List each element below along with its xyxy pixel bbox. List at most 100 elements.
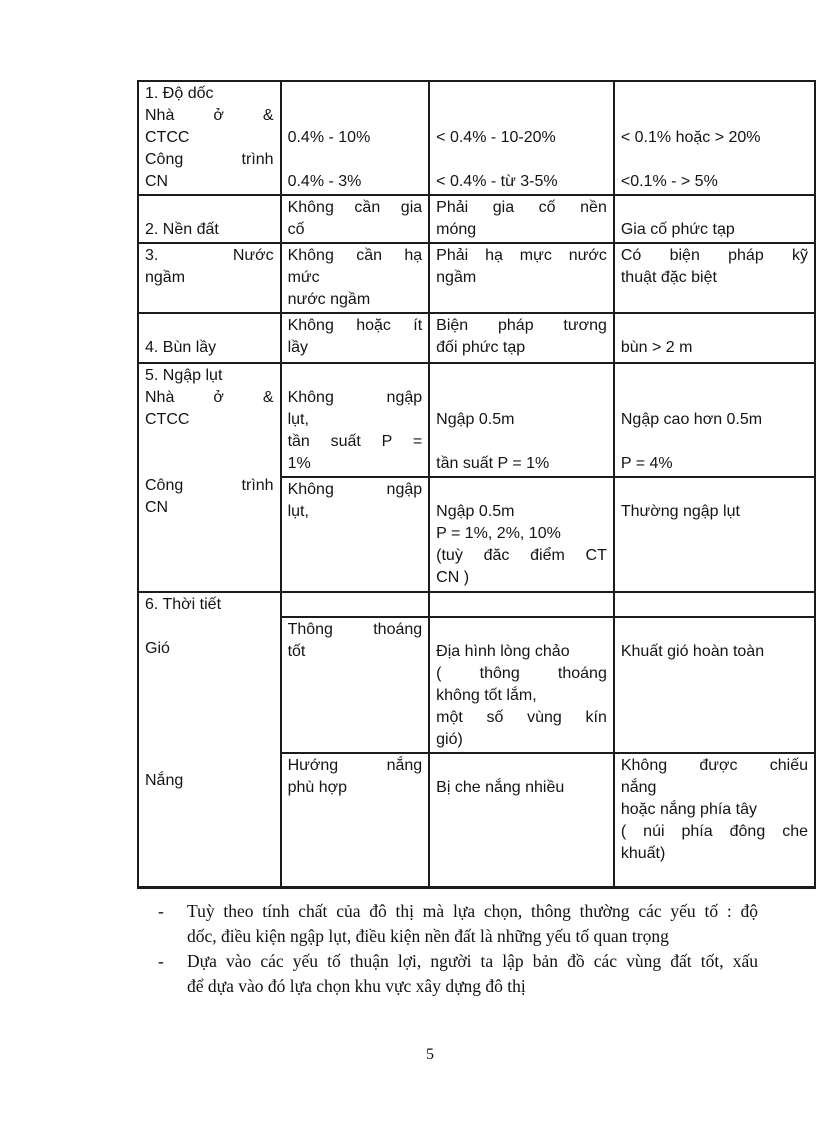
text-line: Nhà ở & [145, 107, 274, 124]
cell-do-doc-label: 1. Độ dốc Nhà ở & CTCC Công trình CN [137, 80, 282, 196]
text-line: tần suất P = [287, 433, 423, 450]
text-line [436, 479, 607, 501]
text-line: Hướng nắng [287, 757, 423, 774]
text-line [436, 387, 607, 409]
text-line: 3. Nước [145, 247, 274, 264]
text-line: Dựa vào các yếu tố thuận lợi, người ta l… [187, 951, 758, 971]
cell-gio-bad: Khuất gió hoàn toàn [612, 616, 816, 754]
cell-bun-lay-bad: bùn > 2 m [612, 312, 816, 364]
note-text: Tuỳ theo tính chất của đô thị mà lựa chọ… [187, 899, 758, 949]
text-line: P = 4% [620, 455, 673, 472]
cell-do-doc-good: 0.4% - 10% 0.4% - 3% [279, 80, 431, 196]
text-line [288, 83, 423, 105]
cell-nuoc-ngam-label: 3. Nước ngầm [137, 242, 282, 314]
cell-do-doc-medium: < 0.4% - 10-20% < 0.4% - từ 3-5% [428, 80, 615, 196]
page-number: 5 [426, 1046, 434, 1063]
text-line: Biện pháp tương [436, 317, 607, 334]
table-row: Hướng nắng phù hợp Bị che nắng nhiều Khôn… [138, 752, 816, 888]
text-line: tốt [287, 643, 306, 660]
text-line: mức [287, 269, 320, 286]
site-evaluation-table: 1. Độ dốc Nhà ở & CTCC Công trình CN 0.4% - … [137, 80, 816, 889]
text-line [621, 387, 808, 409]
text-line: ( núi phía đông che [620, 823, 808, 840]
text-line: < 0.1% hoặc > 20% [620, 129, 761, 146]
text-line: 1. Độ dốc [145, 85, 214, 102]
text-line [621, 197, 808, 219]
text-line [145, 748, 274, 770]
bullet-dash: - [158, 951, 164, 971]
text-line: 0.4% - 3% [287, 173, 362, 190]
text-line [621, 149, 808, 171]
text-line: Phải gia cố nền [436, 199, 607, 216]
text-line: Ngập 0.5m [436, 503, 515, 520]
text-line: Tuỳ theo tính chất của đô thị mà lựa chọ… [187, 901, 758, 921]
table-row: 5. Ngập lụt Nhà ở & CTCC Công trình CN Khôn… [137, 362, 816, 593]
cell-bun-lay-good: Không hoặc ít lầy [279, 312, 431, 364]
text-line [621, 83, 808, 105]
cell-ngap-lut-label: 5. Ngập lụt Nhà ở & CTCC Công trình CN [137, 362, 282, 593]
text-line [145, 431, 274, 453]
cell-nen-dat-label: 2. Nền đất [137, 194, 282, 244]
text-line: Nắng [145, 772, 184, 789]
cell-gio-good: Thông thoáng tốt [279, 616, 431, 754]
text-line: Thường ngập lụt [620, 503, 740, 520]
text-line [621, 105, 808, 127]
text-line: Có biện pháp kỹ [620, 247, 808, 264]
cell-nuoc-ngam-medium: Phải hạ mực nước ngầm [428, 242, 615, 314]
text-line [621, 479, 808, 501]
text-line: 4. Bùn lầy [145, 339, 217, 356]
text-line: <0.1% - > 5% [620, 173, 718, 190]
text-line: nắng [620, 779, 657, 796]
notes-list: - Tuỳ theo tính chất của đô thị mà lựa c… [158, 899, 758, 999]
cell-thoi-tiet-empty-medium [428, 591, 615, 618]
text-line [288, 149, 423, 171]
text-line: Bị che nắng nhiều [436, 779, 565, 796]
cell-nen-dat-good: Không cần gia cố [279, 194, 431, 244]
text-line: để dựa vào đó lựa chọn khu vực xây dựng … [187, 976, 526, 996]
text-line: CTCC [145, 129, 190, 146]
text-line: 5. Ngập lụt [145, 367, 223, 384]
text-line: Gia cố phức tạp [620, 221, 735, 238]
text-line: CN [145, 173, 169, 190]
table-row: 4. Bùn lầy Không hoặc ít lầy Biện pháp tư… [137, 312, 816, 364]
text-line: ( thông thoáng [436, 665, 607, 682]
note-item: - Dựa vào các yếu tố thuận lợi, người ta… [158, 949, 758, 999]
text-line: Không hoặc ít [287, 317, 423, 334]
bullet-dash: - [158, 901, 164, 921]
text-line [621, 431, 808, 453]
cell-bun-lay-label: 4. Bùn lầy [137, 312, 282, 364]
text-line [145, 726, 274, 748]
text-line: Ngập cao hơn 0.5m [620, 411, 763, 428]
cell-nen-dat-medium: Phải gia cố nền móng [428, 194, 615, 244]
text-line [436, 105, 607, 127]
text-line: Nhà ở & [145, 389, 274, 406]
text-line [436, 431, 607, 453]
table-row: Không ngập lụt, Ngập 0.5m P = 1%, 2%, 10% (… [138, 476, 816, 593]
text-line: Không ngập [287, 481, 423, 498]
text-line: lụt, [287, 503, 309, 520]
text-line [145, 660, 274, 682]
cell-ngap-lut-nha-o-good: Không ngập lụt, tần suất P = 1% [279, 362, 431, 478]
text-line: CTCC [145, 411, 190, 428]
text-line: gió) [436, 731, 463, 748]
cell-ngap-lut-cn-good: Không ngập lụt, [279, 476, 431, 593]
cell-ngap-lut-cn-bad: Thường ngập lụt [612, 476, 816, 593]
text-line [145, 197, 274, 219]
text-line [145, 315, 274, 337]
text-line [621, 365, 808, 387]
text-line [621, 315, 808, 337]
text-line: tần suất P = 1% [436, 455, 550, 472]
text-line: lụt, [287, 411, 309, 428]
text-line [145, 704, 274, 726]
text-line: cố [287, 221, 305, 238]
cell-do-doc-bad: < 0.1% hoặc > 20% <0.1% - > 5% [612, 80, 816, 196]
text-line: khuất) [620, 845, 666, 862]
cell-ngap-lut-cn-medium: Ngập 0.5m P = 1%, 2%, 10% (tuỳ đăc điểm CT… [428, 476, 615, 593]
note-text: Dựa vào các yếu tố thuận lợi, người ta l… [187, 949, 758, 999]
text-line [288, 365, 423, 387]
cell-thoi-tiet-empty-bad [612, 591, 816, 618]
cell-nang-medium: Bị che nắng nhiều [428, 752, 615, 888]
text-line: ngầm [436, 269, 477, 286]
text-line [436, 149, 607, 171]
